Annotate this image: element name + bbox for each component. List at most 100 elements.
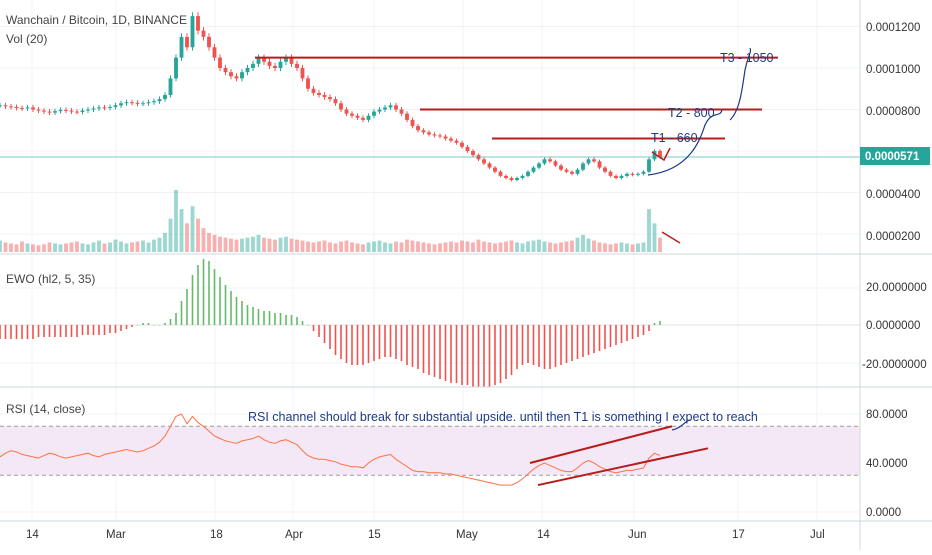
price-candles[interactable]	[0, 12, 662, 182]
candle-body[interactable]	[542, 159, 547, 164]
candle-body[interactable]	[75, 111, 79, 113]
candle-body[interactable]	[460, 142, 464, 147]
candle-body[interactable]	[311, 88, 316, 93]
candle-body[interactable]	[443, 136, 448, 139]
candle-body[interactable]	[124, 102, 129, 104]
candle-body[interactable]	[350, 113, 354, 116]
candle-body[interactable]	[410, 119, 415, 127]
candle-body[interactable]	[278, 61, 283, 68]
target-t1-label[interactable]: T1 - 660	[651, 131, 698, 145]
candle-body[interactable]	[25, 107, 30, 109]
candle-body[interactable]	[493, 167, 497, 172]
candle-body[interactable]	[53, 111, 57, 113]
volume-bars[interactable]	[0, 190, 662, 252]
candle-body[interactable]	[630, 173, 635, 175]
candle-body[interactable]	[531, 167, 536, 172]
candle-body[interactable]	[267, 61, 272, 66]
candle-body[interactable]	[625, 173, 629, 176]
candle-body[interactable]	[113, 105, 118, 108]
candle-body[interactable]	[377, 109, 382, 112]
candle-body[interactable]	[306, 78, 310, 89]
candle-body[interactable]	[465, 146, 470, 151]
candle-body[interactable]	[438, 135, 442, 137]
candle-body[interactable]	[141, 103, 145, 105]
candle-body[interactable]	[487, 163, 492, 168]
candle-body[interactable]	[58, 109, 63, 112]
candle-body[interactable]	[372, 111, 376, 116]
candle-body[interactable]	[548, 159, 552, 162]
candle-body[interactable]	[328, 97, 332, 100]
candle-body[interactable]	[3, 105, 8, 107]
candle-body[interactable]	[146, 102, 151, 104]
candle-body[interactable]	[300, 68, 305, 79]
candle-body[interactable]	[421, 130, 426, 133]
candle-body[interactable]	[80, 110, 85, 112]
candle-body[interactable]	[240, 72, 244, 79]
candle-body[interactable]	[218, 57, 222, 68]
candle-body[interactable]	[322, 94, 327, 98]
candle-body[interactable]	[245, 68, 250, 73]
candle-body[interactable]	[108, 107, 112, 109]
candle-body[interactable]	[64, 109, 68, 111]
candle-body[interactable]	[42, 110, 46, 112]
candle-body[interactable]	[262, 57, 266, 62]
candle-body[interactable]	[383, 107, 387, 110]
candle-body[interactable]	[20, 107, 24, 109]
ewo-histogram[interactable]	[0, 259, 661, 387]
candle-body[interactable]	[366, 115, 371, 120]
candle-body[interactable]	[520, 175, 525, 178]
candle-body[interactable]	[647, 159, 651, 172]
candle-body[interactable]	[564, 169, 569, 172]
candle-body[interactable]	[575, 169, 580, 174]
candle-body[interactable]	[394, 105, 398, 110]
candle-body[interactable]	[256, 57, 261, 64]
candle-body[interactable]	[196, 16, 200, 31]
candle-body[interactable]	[295, 63, 299, 68]
candle-body[interactable]	[212, 47, 217, 58]
candle-body[interactable]	[498, 171, 503, 176]
candle-body[interactable]	[586, 159, 591, 164]
candle-body[interactable]	[179, 36, 184, 58]
candle-body[interactable]	[190, 16, 195, 48]
candle-body[interactable]	[515, 177, 519, 181]
candle-body[interactable]	[361, 117, 365, 120]
candle-body[interactable]	[608, 171, 613, 176]
candle-body[interactable]	[641, 171, 646, 174]
candle-body[interactable]	[526, 171, 530, 176]
candle-body[interactable]	[509, 177, 514, 181]
candle-body[interactable]	[581, 163, 585, 170]
candle-body[interactable]	[201, 30, 206, 37]
candle-body[interactable]	[603, 167, 607, 172]
target-t3-label[interactable]: T3 - 1050	[720, 51, 774, 65]
candle-body[interactable]	[97, 107, 101, 109]
candle-body[interactable]	[482, 159, 486, 164]
candle-body[interactable]	[388, 105, 393, 108]
candle-body[interactable]	[86, 109, 90, 111]
candle-body[interactable]	[273, 65, 277, 68]
candle-body[interactable]	[284, 57, 288, 62]
candle-body[interactable]	[91, 108, 96, 110]
candle-body[interactable]	[614, 175, 618, 178]
candle-body[interactable]	[185, 36, 189, 48]
candle-body[interactable]	[14, 107, 19, 109]
candle-body[interactable]	[174, 57, 178, 79]
candle-body[interactable]	[234, 76, 239, 79]
candle-body[interactable]	[405, 113, 409, 120]
candle-body[interactable]	[432, 134, 437, 136]
candle-body[interactable]	[416, 126, 420, 131]
candle-body[interactable]	[0, 105, 2, 107]
candle-body[interactable]	[652, 151, 657, 160]
rsi-line[interactable]	[0, 413, 661, 486]
candle-body[interactable]	[449, 138, 453, 141]
candle-body[interactable]	[317, 92, 321, 95]
candle-body[interactable]	[168, 78, 173, 95]
candle-body[interactable]	[454, 140, 459, 143]
candle-body[interactable]	[207, 36, 211, 48]
candle-body[interactable]	[69, 110, 74, 112]
candle-body[interactable]	[251, 63, 255, 68]
candle-body[interactable]	[36, 109, 41, 111]
candle-body[interactable]	[537, 163, 541, 168]
rsi-line-layer[interactable]	[0, 413, 661, 486]
candle-body[interactable]	[163, 94, 167, 100]
candle-body[interactable]	[355, 115, 360, 118]
